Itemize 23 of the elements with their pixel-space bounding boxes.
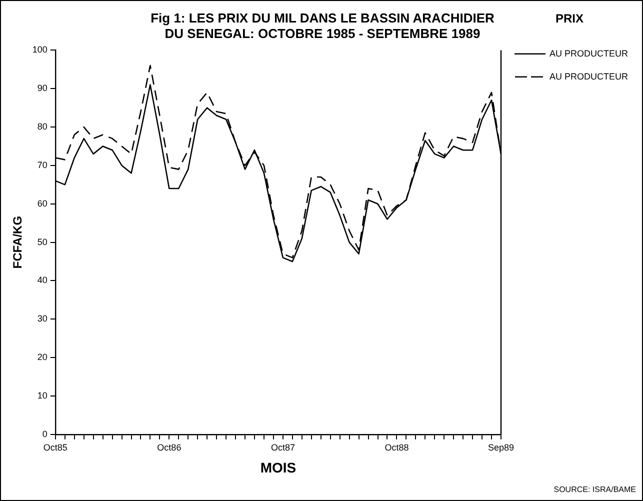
source-note: SOURCE: ISRA/BAME [554, 485, 636, 494]
chart-title: Fig 1: LES PRIX DU MIL DANS LE BASSIN ARACHIDIER DU SENEGAL: OCTOBRE 1985 - SEPTEMBRE 1989 [150, 10, 496, 41]
x-tick-label: Oct86 [157, 442, 182, 452]
x-tick-label: Oct85 [43, 442, 68, 452]
y-tick-label: 40 [37, 275, 48, 286]
y-tick-label: 100 [32, 44, 48, 55]
y-tick-label: 50 [37, 236, 48, 247]
legend-title: PRIX [555, 11, 584, 26]
y-tick-label: 30 [37, 314, 48, 324]
y-tick-label: 10 [37, 390, 48, 400]
legend-label: AU PRODUCTEUR [549, 71, 628, 82]
x-tick-label: Oct88 [384, 442, 409, 452]
x-tick-label: Oct87 [270, 442, 295, 452]
y-tick-label: 70 [37, 160, 48, 170]
x-tick-label: Sep89 [488, 442, 514, 452]
legend-label: AU PRODUCTEUR [549, 48, 628, 58]
y-tick-label: 60 [37, 198, 48, 208]
x-axis-title: MOIS [260, 459, 296, 476]
y-tick-label: 80 [37, 122, 48, 132]
y-tick-label: 0 [42, 428, 48, 439]
y-tick-label: 90 [37, 83, 48, 94]
y-axis-title: FCFA/KG [10, 216, 25, 269]
y-tick-label: 20 [37, 352, 48, 362]
